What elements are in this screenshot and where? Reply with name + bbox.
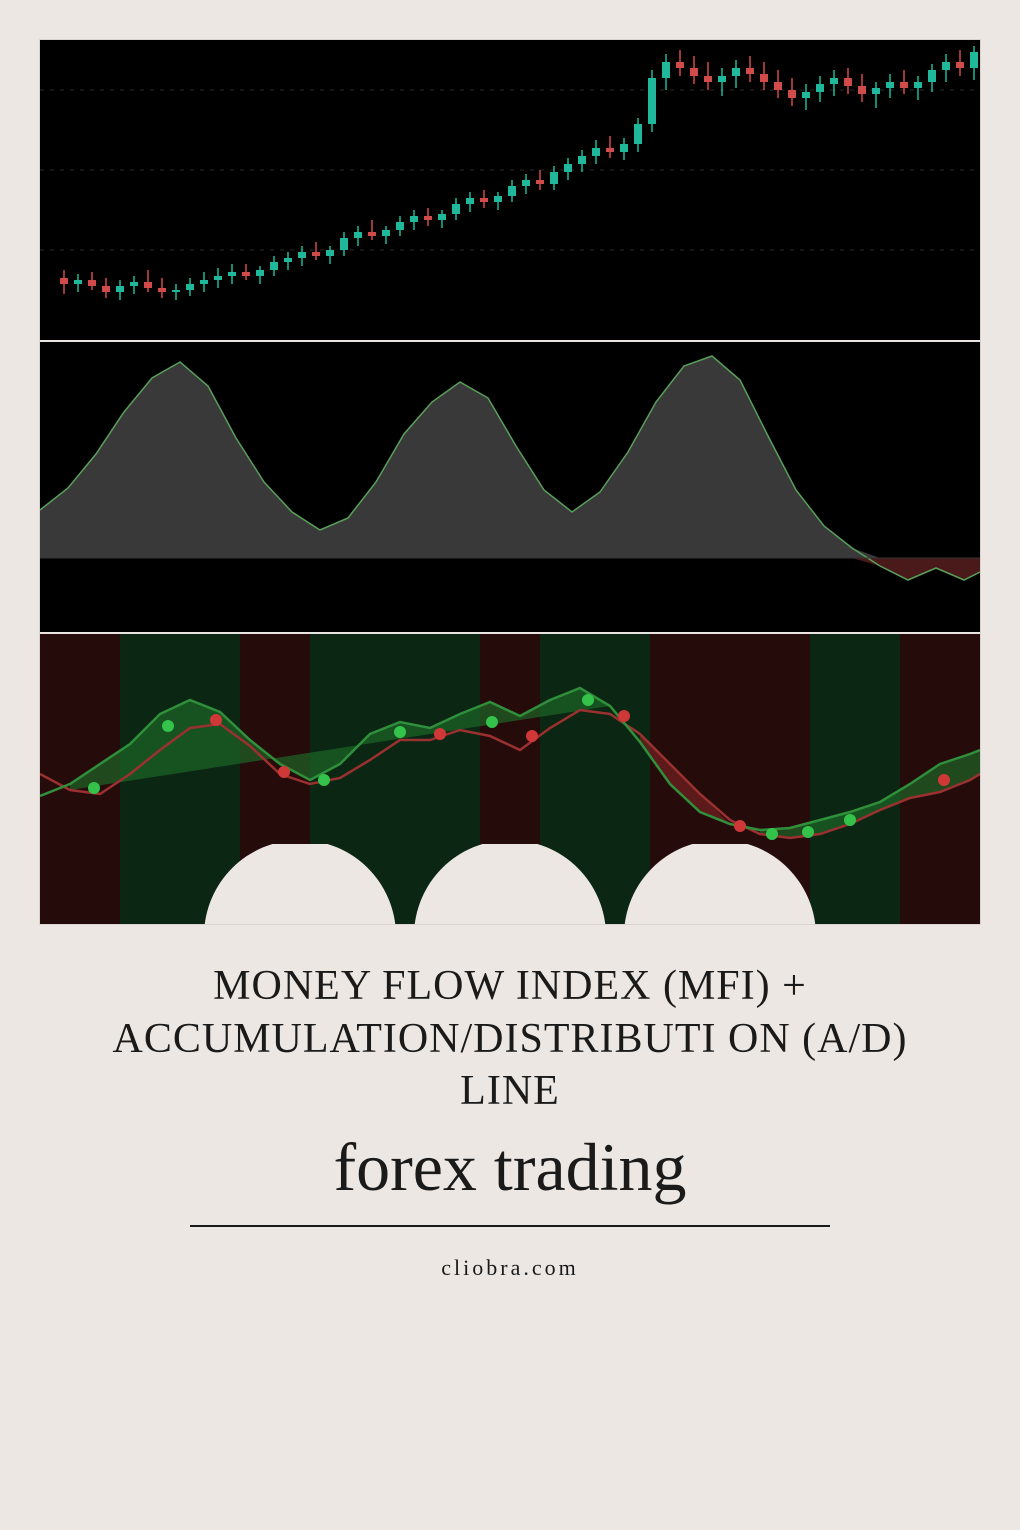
- title: MONEY FLOW INDEX (MFI) + ACCUMULATION/DI…: [100, 960, 920, 1118]
- footer-brand: cliobra.com: [100, 1255, 920, 1281]
- infographic-card: MONEY FLOW INDEX (MFI) + ACCUMULATION/DI…: [40, 40, 980, 1281]
- mfi-area-panel: [40, 342, 980, 632]
- candlestick-panel: [40, 40, 980, 340]
- title-block: MONEY FLOW INDEX (MFI) + ACCUMULATION/DI…: [40, 960, 980, 1281]
- chart-stack: [40, 40, 980, 924]
- subtitle: forex trading: [100, 1128, 920, 1207]
- divider-rule: [190, 1225, 830, 1227]
